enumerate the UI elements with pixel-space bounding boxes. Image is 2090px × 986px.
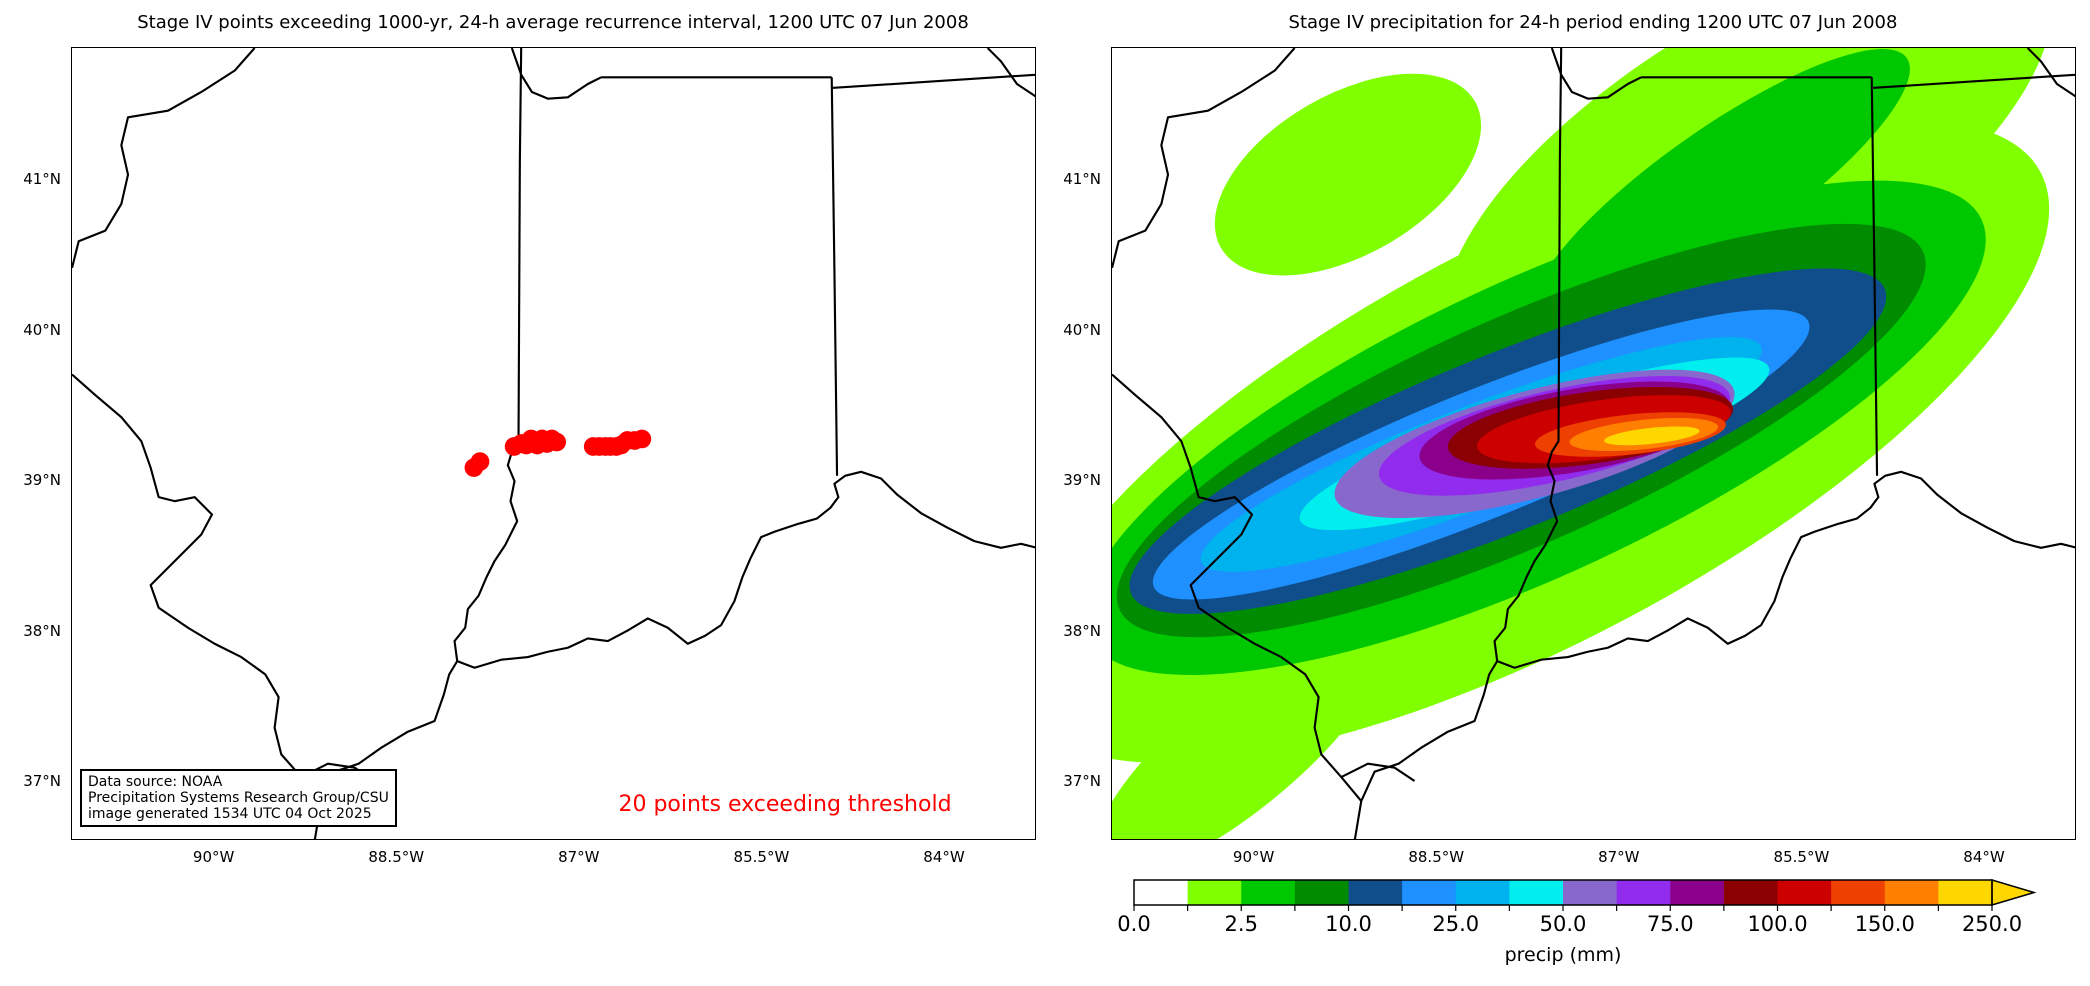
precipitation-map [1111, 47, 2076, 840]
colorbar-label: precip (mm) [1504, 944, 1622, 966]
colorbar-bin [1723, 880, 1778, 905]
colorbar-tick-label: 250.0 [1961, 912, 2023, 936]
colorbar-bin [1134, 880, 1189, 905]
colorbar-bin [1777, 880, 1832, 905]
colorbar-bin [1884, 880, 1939, 905]
colorbar-tick-label: 10.0 [1325, 912, 1372, 936]
exceedance-point [632, 429, 652, 449]
latitude-label: 37°N [1063, 772, 1101, 791]
latitude-label: 38°N [1063, 621, 1101, 640]
colorbar-bin [1831, 880, 1886, 905]
latitude-label: 38°N [23, 621, 61, 640]
exceedance-map-canvas [72, 48, 1035, 839]
colorbar-tick-label: 100.0 [1747, 912, 1808, 936]
colorbar-tick-label: 50.0 [1539, 912, 1587, 936]
colorbar-bin [1509, 880, 1564, 905]
info-line-generated: image generated 1534 UTC 04 Oct 2025 [88, 806, 372, 822]
colorbar-bin [1616, 880, 1671, 905]
longitude-label: 84°W [1963, 848, 2005, 866]
exceedance-point [547, 432, 567, 452]
longitude-label: 87°W [558, 848, 600, 866]
longitude-label: 85.5°W [733, 848, 790, 866]
longitude-label: 90°W [1232, 848, 1275, 866]
colorbar-bin [1938, 880, 1993, 905]
colorbar-bin [1455, 880, 1510, 905]
colorbar-bin [1402, 880, 1457, 905]
latitude-label: 40°N [23, 320, 61, 339]
exceedance-point [470, 452, 490, 471]
exceedance-points [464, 429, 652, 477]
precip-field [1112, 48, 2075, 839]
colorbar-extend-arrow [1991, 878, 2037, 907]
colorbar-tick-label: 75.0 [1646, 912, 1694, 936]
longitude-label: 88.5°W [368, 848, 425, 866]
latitude-label: 39°N [23, 471, 61, 490]
exceedance-map [71, 47, 1036, 840]
latitude-label: 37°N [23, 772, 61, 791]
colorbar-bin [1563, 880, 1618, 905]
latitude-label: 41°N [23, 169, 61, 188]
longitude-label: 84°W [923, 848, 965, 866]
exceedance-count-annotation: 20 points exceeding threshold [618, 792, 952, 817]
info-line-group: Precipitation Systems Research Group/CSU [88, 790, 389, 806]
latitude-label: 39°N [1063, 471, 1101, 490]
latitude-label: 41°N [1063, 169, 1101, 188]
colorbar-bin [1241, 880, 1296, 905]
precip-colorbar [1133, 878, 2037, 911]
longitude-label: 85.5°W [1773, 848, 1830, 866]
precipitation-map-canvas [1112, 48, 2075, 839]
colorbar-bin [1294, 880, 1349, 905]
left-map-title: Stage IV points exceeding 1000-yr, 24-h … [137, 12, 969, 33]
info-line-source: Data source: NOAA [88, 774, 223, 790]
data-source-box: Data source: NOAA Precipitation Systems … [80, 769, 397, 827]
longitude-label: 90°W [192, 848, 235, 866]
colorbar-bin [1670, 880, 1725, 905]
longitude-label: 88.5°W [1408, 848, 1465, 866]
colorbar-bin [1187, 880, 1242, 905]
colorbar-tick-label: 25.0 [1432, 912, 1480, 936]
right-map-title: Stage IV precipitation for 24-h period e… [1288, 12, 1898, 33]
colorbar-tick-label: 150.0 [1854, 912, 1915, 936]
latitude-label: 40°N [1063, 320, 1101, 339]
colorbar-tick-label: 2.5 [1224, 912, 1258, 936]
colorbar-tick-label: 0.0 [1117, 912, 1151, 936]
colorbar-bin [1348, 880, 1403, 905]
longitude-label: 87°W [1598, 848, 1640, 866]
